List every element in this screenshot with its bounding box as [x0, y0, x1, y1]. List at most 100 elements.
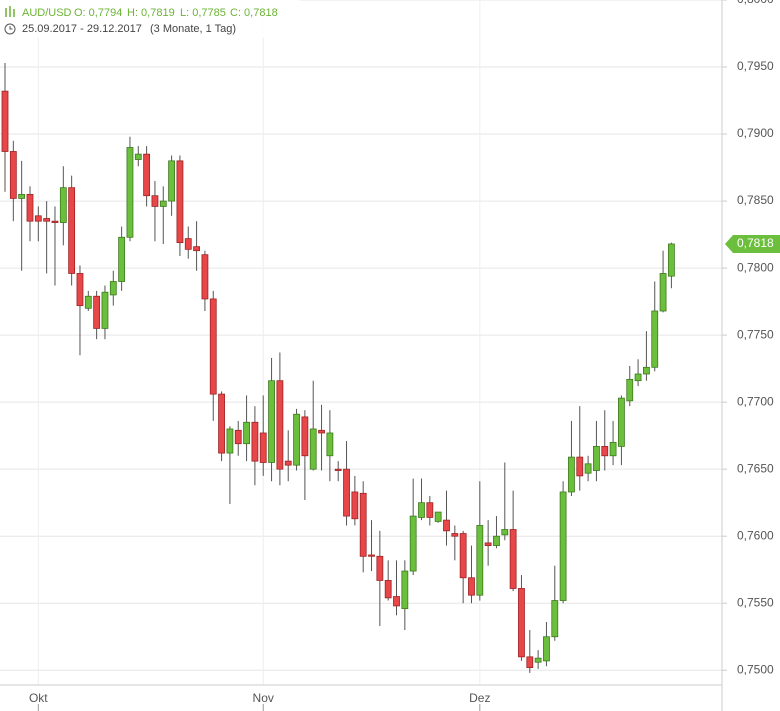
candle-body — [534, 657, 542, 663]
candle-body — [551, 600, 559, 638]
current-price-label: 0,7818 — [737, 236, 774, 250]
candle-body — [351, 491, 359, 520]
candle-body — [376, 555, 384, 581]
candle-body — [84, 295, 92, 309]
candle-body — [384, 580, 392, 599]
candle-body — [268, 380, 275, 463]
candle-body — [151, 195, 159, 207]
x-tick-label: Dez — [469, 691, 490, 705]
candle-body — [409, 515, 417, 572]
candle-body — [509, 529, 517, 589]
candle-body — [18, 193, 26, 199]
y-tick-label: 0,7550 — [737, 595, 774, 609]
y-tick-label: 0,7900 — [737, 126, 774, 140]
candle-body — [401, 570, 409, 609]
candle-body — [243, 421, 250, 445]
header-backdrop — [0, 0, 300, 38]
candle-body — [293, 413, 300, 466]
candle-body — [418, 502, 425, 518]
candle-body — [459, 533, 467, 579]
y-tick-label: 0,7700 — [737, 394, 774, 408]
candle-body — [201, 254, 209, 300]
candle-body — [101, 291, 109, 329]
y-tick-label: 0,7800 — [737, 260, 774, 274]
candle-body — [51, 220, 59, 223]
candle-body — [568, 456, 575, 493]
chart-icon — [5, 6, 15, 17]
candle-body — [576, 456, 584, 477]
candle-body — [643, 366, 650, 375]
candle-body — [601, 445, 609, 457]
candle-body — [251, 421, 259, 462]
y-tick-label: 0,7600 — [737, 528, 774, 542]
candle-body — [484, 542, 492, 546]
candle-body — [226, 428, 234, 454]
candle-body — [209, 298, 217, 395]
candle-body — [359, 492, 367, 557]
candle-body — [176, 160, 184, 244]
candle-body — [634, 373, 642, 382]
current-price-tag — [725, 234, 780, 253]
candle-body — [1, 90, 9, 152]
candle-body — [443, 519, 450, 532]
candle-body — [276, 380, 284, 470]
candle-body — [468, 577, 475, 596]
x-tick-label: Nov — [253, 691, 274, 705]
candle-body — [43, 218, 51, 222]
candle-body — [334, 468, 342, 471]
candle-body — [309, 428, 317, 470]
candle-body — [259, 432, 267, 463]
candle-body — [76, 273, 84, 307]
candle-body — [476, 525, 484, 596]
candle-body — [609, 441, 617, 457]
candle-body — [301, 416, 309, 457]
candle-body — [501, 529, 509, 536]
candle-body — [343, 468, 350, 517]
interval: (3 Monate, 1 Tag) — [150, 23, 236, 35]
candle-body — [668, 243, 675, 277]
candle-body — [593, 445, 600, 471]
y-tick-label: 0,7750 — [737, 327, 774, 341]
candle-body — [26, 193, 34, 222]
candle-body — [59, 187, 67, 223]
candle-body — [234, 429, 242, 445]
candle-body — [493, 535, 500, 546]
candle-body — [284, 460, 292, 466]
candle-body — [368, 554, 375, 557]
low-text: L: 0,7785 — [180, 7, 226, 19]
candle-body — [543, 636, 550, 662]
candle-body — [618, 397, 625, 447]
candles — [1, 63, 675, 673]
candle-body — [451, 533, 459, 537]
candle-body — [659, 273, 667, 312]
candle-body — [126, 147, 134, 238]
x-tick-label: Okt — [29, 691, 48, 705]
open-text: O: 0,7794 — [74, 7, 122, 19]
candle-body — [518, 588, 525, 658]
candle-body — [193, 246, 200, 252]
candle-body — [168, 160, 176, 202]
candle-body — [68, 187, 76, 274]
y-tick-label: 0,7650 — [737, 461, 774, 475]
candle-body — [393, 596, 400, 607]
candle-body — [526, 656, 534, 668]
candle-body — [651, 310, 659, 368]
clock-icon — [4, 23, 16, 35]
y-tick-label: 0,7850 — [737, 193, 774, 207]
candle-body — [184, 238, 192, 250]
candle-body — [218, 393, 225, 454]
candle-body — [626, 378, 634, 402]
candle-body — [434, 511, 442, 522]
candle-body — [118, 236, 126, 282]
high-text: H: 0,7819 — [127, 7, 175, 19]
candle-body — [559, 491, 567, 601]
candle-body — [326, 432, 334, 457]
candle-body — [426, 502, 434, 518]
candle-body — [584, 463, 592, 474]
candle-body — [318, 429, 325, 434]
candle-body — [34, 215, 42, 222]
symbol: AUD/USD — [22, 7, 72, 19]
